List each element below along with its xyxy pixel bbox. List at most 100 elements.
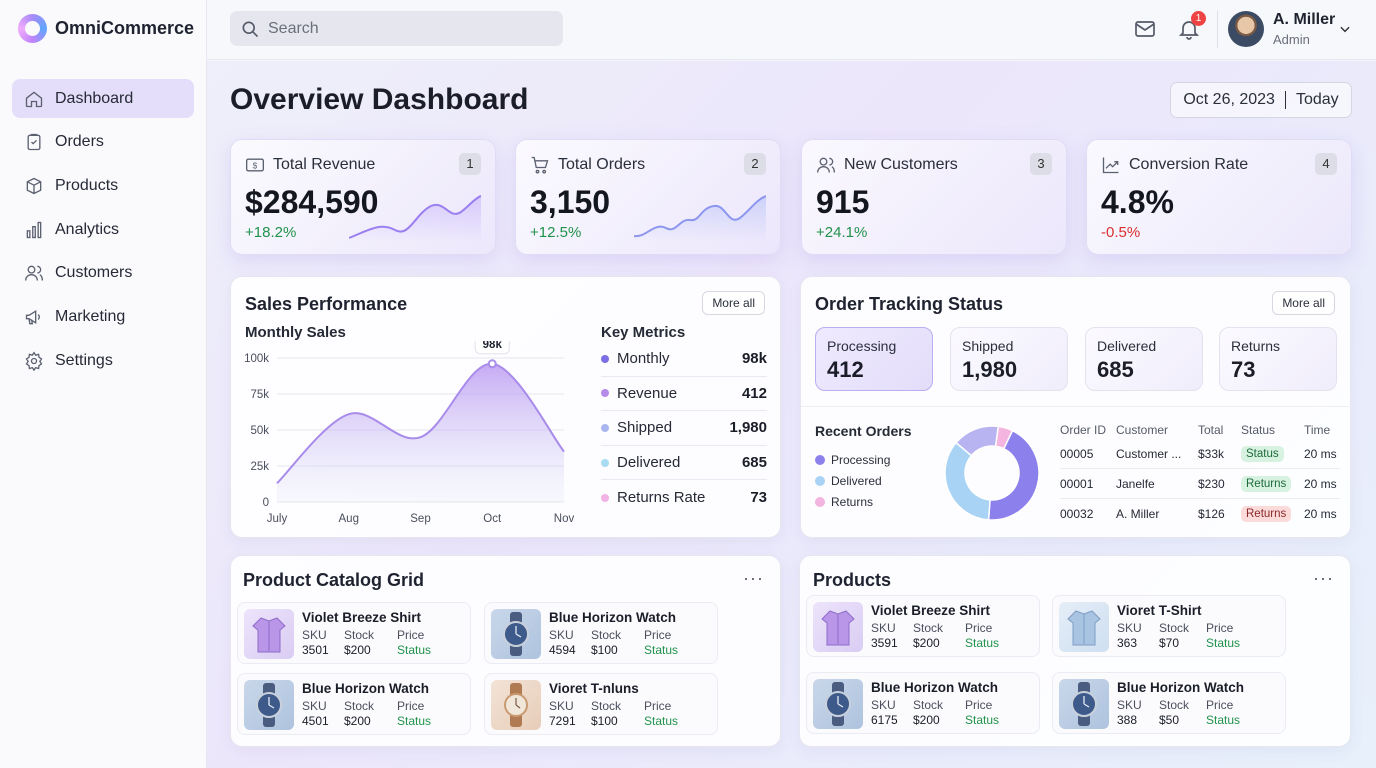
status-badge: Status bbox=[1241, 445, 1284, 462]
kpi-card-revenue[interactable]: $ Total Revenue 1 $284,590 +18.2% bbox=[230, 139, 496, 255]
metric-dot bbox=[601, 458, 609, 467]
kpi-card-conversion[interactable]: Conversion Rate 4 4.8% -0.5% bbox=[1086, 139, 1352, 255]
search-icon bbox=[242, 21, 259, 37]
product-name: Vioret T-nluns bbox=[549, 681, 639, 696]
orders-more-button[interactable]: More all bbox=[1272, 291, 1335, 315]
kpi-value: 4.8% bbox=[1101, 184, 1174, 220]
product-card[interactable]: Violet Breeze Shirt SKU Stock Price 3591… bbox=[806, 595, 1040, 657]
product-stock: $200 bbox=[344, 643, 371, 657]
avatar[interactable] bbox=[1228, 11, 1264, 47]
product-stock: $200 bbox=[344, 714, 371, 728]
price-label: Price bbox=[1206, 698, 1234, 712]
more-options-icon[interactable]: ··· bbox=[743, 568, 764, 588]
date-range-picker[interactable]: Oct 26, 2023 Today bbox=[1170, 82, 1352, 118]
status-card-returns[interactable]: Returns 73 bbox=[1219, 327, 1337, 391]
status-label: Shipped bbox=[962, 338, 1014, 354]
order-customer: Customer ... bbox=[1116, 446, 1182, 461]
status-value: 1,980 bbox=[962, 357, 1018, 382]
brand[interactable]: OmniCommerce bbox=[18, 14, 194, 43]
sidebar-item-analytics[interactable]: Analytics bbox=[12, 210, 194, 249]
products-title: Products bbox=[813, 570, 892, 590]
product-stock: $200 bbox=[913, 636, 940, 650]
more-options-icon[interactable]: ··· bbox=[1313, 568, 1334, 588]
product-card[interactable]: Vioret T-nluns SKU Stock Price 7291 $100… bbox=[484, 673, 718, 735]
watch-image bbox=[491, 609, 541, 659]
search-bar[interactable] bbox=[230, 11, 563, 46]
x-tick-label: July bbox=[267, 513, 288, 525]
shirt-image bbox=[813, 602, 863, 652]
kpi-change: +12.5% bbox=[530, 224, 582, 241]
product-status: Status bbox=[1206, 636, 1241, 650]
product-card[interactable]: Vioret T-Shirt SKU Stock Price 363 $70 S… bbox=[1052, 595, 1286, 657]
sidebar-item-products[interactable]: Products bbox=[12, 166, 194, 205]
sku-label: SKU bbox=[871, 621, 896, 635]
sidebar-nav: Dashboard Orders Products Analytics Cust… bbox=[12, 79, 194, 385]
product-sku: 7291 bbox=[549, 714, 576, 728]
metric-label: Monthly bbox=[617, 350, 670, 368]
table-row[interactable]: 00001 Janelfe $230 Returns 20 ms bbox=[1060, 469, 1340, 499]
product-stock: $70 bbox=[1159, 636, 1180, 650]
table-row[interactable]: 00032 A. Miller $126 Returns 20 ms bbox=[1060, 499, 1340, 529]
sidebar-item-orders[interactable]: Orders bbox=[12, 123, 194, 162]
status-badge: Returns bbox=[1241, 506, 1292, 522]
column-header[interactable]: Customer bbox=[1116, 423, 1169, 437]
sku-label: SKU bbox=[302, 699, 327, 713]
x-tick-label: Aug bbox=[339, 513, 359, 525]
kpi-card-customers[interactable]: New Customers 3 915 +24.1% bbox=[801, 139, 1067, 255]
section-divider bbox=[801, 406, 1352, 407]
sparkline-chart bbox=[349, 195, 481, 242]
watch-brown-image bbox=[491, 680, 541, 730]
product-status: Status bbox=[965, 713, 1000, 727]
metric-dot bbox=[601, 423, 609, 432]
chevron-down-icon[interactable] bbox=[1338, 22, 1352, 36]
products-card: Products ··· Violet Breeze Shirt SKU Sto… bbox=[799, 555, 1351, 747]
stock-label: Stock bbox=[913, 621, 944, 635]
product-stock: $200 bbox=[913, 713, 940, 727]
sales-more-button[interactable]: More all bbox=[702, 291, 765, 315]
topbar: 1 A. Miller Admin bbox=[207, 0, 1376, 60]
peak-tooltip-label: 98k bbox=[483, 341, 503, 351]
status-card-processing[interactable]: Processing 412 bbox=[815, 327, 933, 391]
gear-icon bbox=[25, 351, 43, 371]
mail-icon[interactable] bbox=[1133, 17, 1157, 41]
search-input[interactable] bbox=[268, 19, 548, 38]
date-separator bbox=[1284, 91, 1286, 109]
kpi-number-badge: 2 bbox=[744, 153, 766, 175]
sidebar-item-dashboard[interactable]: Dashboard bbox=[12, 79, 194, 118]
kpi-header: Conversion Rate bbox=[1101, 155, 1248, 175]
product-stock: $100 bbox=[591, 714, 618, 728]
product-card[interactable]: Blue Horizon Watch SKU Stock Price 4501 … bbox=[237, 673, 471, 735]
column-header[interactable]: Status bbox=[1241, 423, 1276, 437]
sidebar-item-marketing[interactable]: Marketing bbox=[12, 297, 194, 336]
user-name[interactable]: A. Miller bbox=[1273, 11, 1336, 28]
table-row[interactable]: 00005 Customer ... $33k Status 20 ms bbox=[1060, 439, 1340, 469]
order-id: 00005 bbox=[1060, 446, 1094, 461]
price-label: Price bbox=[965, 621, 993, 635]
sku-label: SKU bbox=[549, 699, 574, 713]
recent-orders-table: Order ID Customer Total Status Time 0000… bbox=[1060, 421, 1340, 529]
product-name: Blue Horizon Watch bbox=[302, 681, 429, 696]
column-header[interactable]: Total bbox=[1198, 423, 1224, 437]
column-header[interactable]: Order ID bbox=[1060, 423, 1107, 437]
status-card-delivered[interactable]: Delivered 685 bbox=[1085, 327, 1203, 391]
product-card[interactable]: Violet Breeze Shirt SKU Stock Price 3501… bbox=[237, 602, 471, 664]
dollar-icon: $ bbox=[246, 158, 264, 172]
clipboard-icon bbox=[27, 134, 41, 151]
metric-value: 73 bbox=[750, 489, 767, 507]
date-value: Oct 26, 2023 bbox=[1183, 91, 1275, 108]
legend-label: Processing bbox=[831, 453, 891, 467]
sidebar-item-settings[interactable]: Settings bbox=[12, 341, 194, 380]
product-card[interactable]: Blue Horizon Watch SKU Stock Price 388 $… bbox=[1052, 672, 1286, 734]
price-label: Price bbox=[397, 628, 425, 642]
product-card[interactable]: Blue Horizon Watch SKU Stock Price 6175 … bbox=[806, 672, 1040, 734]
sidebar-item-label: Orders bbox=[55, 133, 104, 151]
status-card-shipped[interactable]: Shipped 1,980 bbox=[950, 327, 1068, 391]
product-name: Blue Horizon Watch bbox=[871, 680, 998, 695]
kpi-card-orders[interactable]: Total Orders 2 3,150 +12.5% bbox=[515, 139, 781, 255]
column-header[interactable]: Time bbox=[1304, 423, 1331, 437]
sales-line bbox=[276, 362, 565, 484]
metric-value: 685 bbox=[741, 454, 767, 472]
sidebar-item-customers[interactable]: Customers bbox=[12, 254, 194, 293]
kpi-value: 3,150 bbox=[530, 184, 611, 220]
product-card[interactable]: Blue Horizon Watch SKU Stock Price 4594 … bbox=[484, 602, 718, 664]
